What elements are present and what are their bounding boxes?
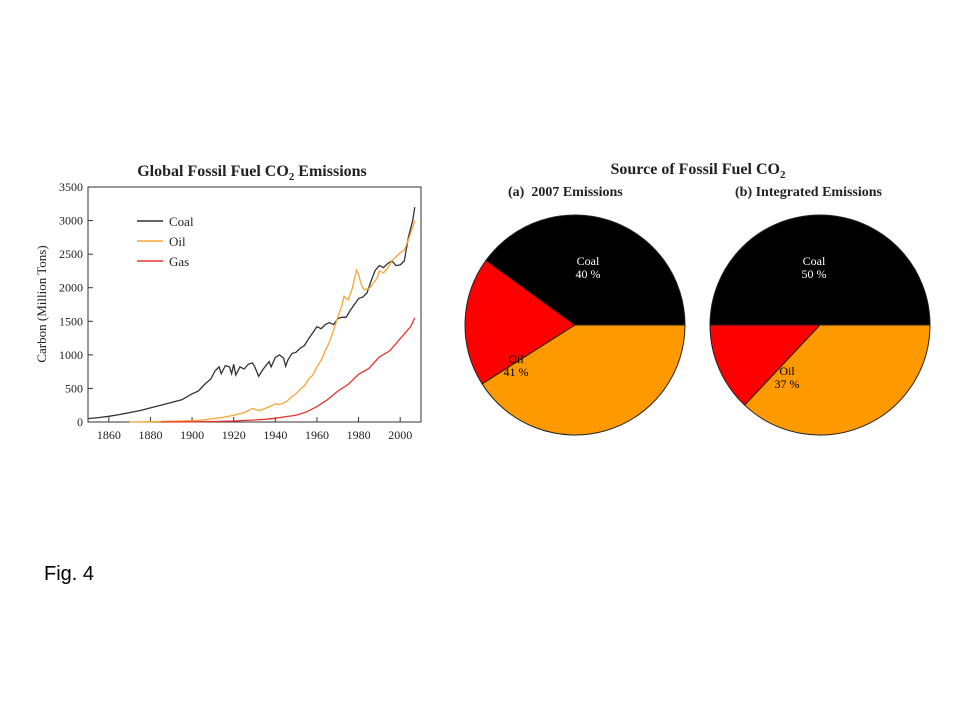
pie-a-title: (a) 2007 Emissions [508, 185, 623, 200]
pie-slice-label: Oil [508, 352, 524, 366]
line-chart-title: Global Fossil Fuel CO2 Emissions [137, 163, 367, 183]
legend-label-oil: Oil [169, 234, 186, 249]
line-chart: Global Fossil Fuel CO2 Emissions 1860 188… [34, 163, 422, 442]
series-line-oil [129, 220, 416, 423]
y-tick-label: 1500 [59, 314, 83, 328]
x-tick-label: 1920 [222, 428, 246, 442]
x-axis: 1860 1880 1900 1920 1940 1960 1980 2000 [97, 417, 412, 442]
x-tick-label: 1980 [347, 428, 371, 442]
series-group [87, 207, 416, 423]
pie-b-title: (b) Integrated Emissions [735, 185, 883, 200]
y-axis-label: Carbon (Million Tons) [34, 245, 49, 362]
x-tick-label: 1940 [263, 428, 287, 442]
pie-slice-value: 50 % [802, 267, 827, 281]
pie-slice-oil [743, 324, 931, 436]
y-tick-label: 0 [77, 415, 83, 429]
pie-slice-gas [464, 259, 576, 385]
figure-label: Fig. 4 [44, 563, 95, 585]
y-axis: 0 500 1000 1500 2000 2500 3000 3500 [59, 180, 93, 429]
pie-suptitle: Source of Fossil Fuel CO2 [611, 161, 786, 181]
pie-slice-label: Coal [577, 254, 600, 268]
pie-slice-label: Coal [803, 254, 826, 268]
x-tick-label: 1900 [180, 428, 204, 442]
y-tick-label: 500 [65, 381, 83, 395]
pie-slice-gas [709, 324, 822, 406]
x-tick-label: 1960 [305, 428, 329, 442]
pie-slice-coal [709, 214, 931, 326]
x-tick-label: 2000 [388, 428, 412, 442]
pie-slice-value: 37 % [775, 377, 800, 391]
legend-label-coal: Coal [169, 214, 194, 229]
legend-label-gas: Gas [169, 254, 189, 269]
pie-charts: Source of Fossil Fuel CO2 (a) 2007 Emiss… [464, 161, 931, 436]
x-tick-label: 1880 [138, 428, 162, 442]
pie-slice-coal [485, 214, 686, 326]
pie-slice-label: Oil [779, 364, 795, 378]
pie-slice-value: 41 % [504, 365, 529, 379]
y-tick-label: 2500 [59, 247, 83, 261]
y-tick-label: 1000 [59, 348, 83, 362]
plot-frame [87, 186, 422, 423]
y-tick-label: 3000 [59, 214, 83, 228]
x-tick-label: 1860 [97, 428, 121, 442]
series-line-coal [87, 207, 416, 420]
pie-slice-oil [481, 324, 686, 436]
y-tick-label: 3500 [59, 180, 83, 194]
series-line-gas [160, 317, 416, 423]
pie-slice-value: 40 % [576, 267, 601, 281]
legend: Coal Oil Gas [137, 214, 194, 269]
y-tick-label: 2000 [59, 281, 83, 295]
